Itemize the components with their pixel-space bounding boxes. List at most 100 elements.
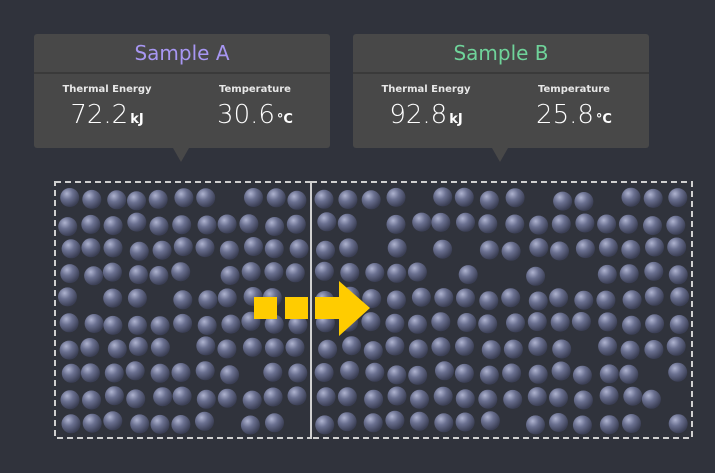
sample-b-particle — [315, 415, 335, 435]
arrow-dash-1 — [254, 297, 277, 319]
sample-a-particle — [264, 314, 284, 334]
sample-b-particle — [457, 313, 477, 332]
sample-b-particle — [385, 313, 405, 333]
sample-b-particle — [573, 390, 593, 410]
sample-b-particle — [314, 363, 334, 382]
sample-a-particle — [217, 214, 237, 234]
sample-b-particle — [528, 364, 548, 384]
sample-b-particle — [387, 238, 407, 258]
sample-a-particle — [288, 363, 308, 383]
sample-b-particle — [503, 339, 523, 359]
sample-b-particle — [456, 212, 475, 232]
sample-a-particle — [103, 216, 123, 236]
sample-a-temperature: Temperature 30.6 °C — [195, 84, 315, 135]
sample-b-particle — [340, 361, 360, 380]
sample-a-thermal-energy-value: 72.2 — [70, 100, 129, 130]
sample-b-particle — [599, 415, 619, 435]
sample-a-particle — [60, 264, 80, 284]
sample-a-particle — [104, 386, 124, 406]
sample-b-particle — [622, 414, 641, 433]
sample-b-particle — [340, 263, 360, 282]
sample-b-particle — [501, 288, 521, 308]
sample-b-particle — [435, 361, 454, 381]
sample-a-particle — [82, 413, 102, 433]
sample-b-temperature: Temperature 25.8 °C — [514, 84, 634, 135]
sample-b-particle — [434, 413, 454, 433]
sample-b-particle — [574, 290, 594, 310]
sample-b-particle — [597, 264, 617, 284]
sample-b-particle — [644, 261, 664, 281]
sample-a-particle — [81, 238, 101, 258]
sample-b-particle — [599, 386, 619, 405]
sample-b-particle — [571, 312, 591, 331]
sample-a-particle — [285, 263, 305, 283]
sample-a-particle — [129, 241, 149, 261]
sample-b-particle — [551, 361, 571, 381]
sample-a-particle — [242, 390, 262, 410]
sample-a-particle — [148, 189, 168, 209]
sample-b-particle — [386, 290, 406, 310]
sample-b-particle — [434, 288, 454, 308]
sample-a-particle — [107, 339, 127, 359]
sample-b-thermal-energy-label: Thermal Energy — [381, 84, 471, 95]
sample-a-title: Sample A — [34, 34, 330, 74]
sample-b-particle — [386, 187, 406, 207]
sample-a-particle — [239, 214, 259, 234]
sample-b-particle — [478, 314, 498, 334]
sample-b-thermal-energy: Thermal Energy 92.8 kJ — [366, 84, 486, 135]
sample-b-particle — [668, 414, 688, 434]
sample-b-particle — [408, 365, 428, 385]
sample-a-particle — [220, 266, 240, 285]
sample-a-particle — [149, 216, 169, 236]
sample-b-particle — [621, 240, 641, 259]
sample-b-particle — [619, 264, 639, 284]
sample-a-particle — [265, 413, 284, 433]
sample-b-particle — [670, 287, 690, 307]
sample-a-particle — [220, 365, 240, 385]
sample-a-particle — [58, 287, 77, 307]
sample-a-particle — [195, 238, 215, 258]
sample-b-particle — [456, 288, 475, 308]
sample-b-particle — [618, 214, 638, 234]
sample-a-particle — [150, 363, 170, 383]
sample-b-particle — [643, 188, 663, 208]
sample-b-particle — [527, 312, 547, 332]
sample-a-particle — [244, 237, 263, 256]
sample-b-particle — [597, 214, 617, 234]
sample-b-particle — [479, 365, 499, 385]
sample-a-particle — [197, 316, 217, 335]
sample-a-particle — [103, 288, 123, 308]
sample-b-particle — [479, 190, 499, 210]
sample-a-particle — [196, 389, 216, 409]
sample-b-particle — [667, 237, 687, 257]
sample-b-particle — [479, 291, 499, 311]
sample-b-particle — [529, 215, 549, 235]
sample-a-particle — [263, 362, 283, 382]
sample-a-particle — [287, 386, 307, 406]
sample-b-particle — [407, 262, 427, 282]
sample-a-pointer — [173, 148, 189, 162]
sample-a-particle — [217, 339, 237, 359]
sample-b-particle — [337, 213, 357, 233]
sample-a-particle — [217, 388, 237, 408]
sample-a-particle — [196, 188, 216, 208]
sample-a-particle — [60, 188, 80, 207]
sample-a-particle — [149, 266, 169, 285]
sample-b-particle — [669, 315, 689, 334]
sample-b-particle — [478, 214, 498, 234]
sample-a-temperature-value: 30.6 — [217, 100, 275, 130]
sample-a-particle — [130, 414, 150, 434]
sample-a-particle — [197, 215, 217, 235]
sample-a-particle — [61, 414, 81, 434]
sample-a-particle — [61, 363, 81, 383]
sample-a-particle — [264, 338, 284, 358]
sample-b-particle — [528, 337, 548, 356]
sample-b-particle — [502, 363, 522, 383]
sample-a-particle — [150, 337, 170, 357]
sample-b-particle — [550, 241, 569, 261]
sample-b-particle — [339, 238, 359, 258]
sample-b-particle — [596, 290, 616, 310]
sample-a-particle — [266, 188, 286, 208]
sample-b-particle — [574, 192, 594, 211]
sample-a-particle — [244, 188, 263, 207]
